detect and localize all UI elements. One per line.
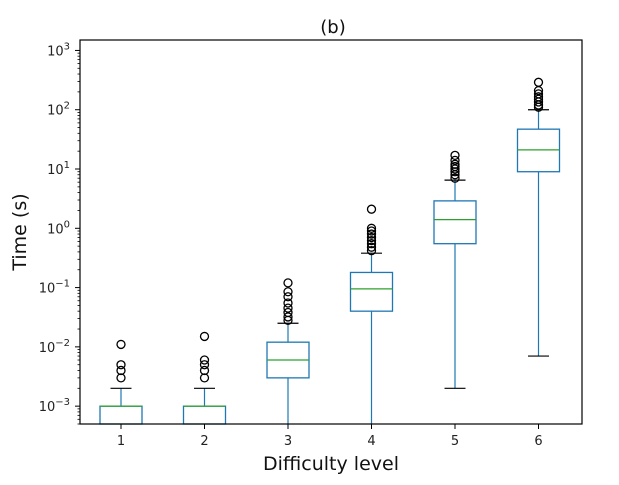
outlier-point [283,278,293,288]
outlier-point [450,164,460,174]
outlier-point [366,239,377,249]
outlier-point [283,298,293,308]
outlier-point [366,242,377,252]
x-tick-label: 6 [534,434,542,449]
outlier-point [283,303,293,313]
outlier-point [116,365,126,376]
outlier-point [283,307,293,318]
y-tick-label: 101 [47,160,70,178]
box-group-1 [99,339,143,425]
y-tick-label: 10−3 [39,397,70,415]
outlier-point [450,150,460,160]
outlier-point [116,360,126,370]
boxes-layer [99,77,561,425]
outlier-point [366,245,377,256]
outlier-point [199,360,210,370]
outlier-point [366,235,377,246]
outlier-point [199,355,210,365]
box-iqr [99,405,143,425]
box-group-3 [266,278,310,424]
outlier-point [366,232,377,243]
box-iqr [182,405,227,425]
chart-title: (b) [320,17,345,38]
box-group-2 [182,331,227,425]
outlier-point [450,155,460,165]
plot-frame [79,39,583,425]
outlier-point [199,331,210,342]
y-axis-label: Time (s) [9,193,31,271]
outlier-point [283,312,293,322]
outlier-point [366,226,377,236]
outlier-point [533,89,544,99]
outlier-point [283,292,293,302]
x-tick-label: 4 [367,434,375,449]
y-tick-label: 100 [47,219,70,237]
box-group-5 [433,150,477,389]
outlier-point [116,339,126,350]
outlier-point [199,365,210,376]
outlier-point [366,204,377,214]
y-tick-label: 10−2 [39,338,70,356]
box-group-6 [516,77,561,357]
box-group-4 [349,204,394,424]
outlier-point [533,77,544,87]
outlier-point [283,287,293,297]
outlier-point [366,229,377,239]
x-tick-label: 2 [200,434,208,449]
outlier-point [533,92,544,102]
x-tick-label: 1 [117,434,125,449]
outlier-point [450,159,460,169]
x-tick-label: 3 [284,434,292,449]
box-iqr [349,271,394,312]
x-axis: 1 2 3 4 5 6 [117,424,543,449]
y-axis: 10−3 10−2 10−1 100 101 102 103 [39,41,80,425]
x-axis-label: Difficulty level [263,453,399,475]
y-tick-label: 102 [47,101,70,119]
outlier-point [450,173,460,183]
box-iqr [433,200,477,245]
y-tick-label: 10−1 [39,279,70,297]
outlier-point [366,223,377,233]
outlier-point [533,94,544,104]
y-tick-label: 103 [47,41,70,59]
x-tick-label: 5 [451,434,459,449]
